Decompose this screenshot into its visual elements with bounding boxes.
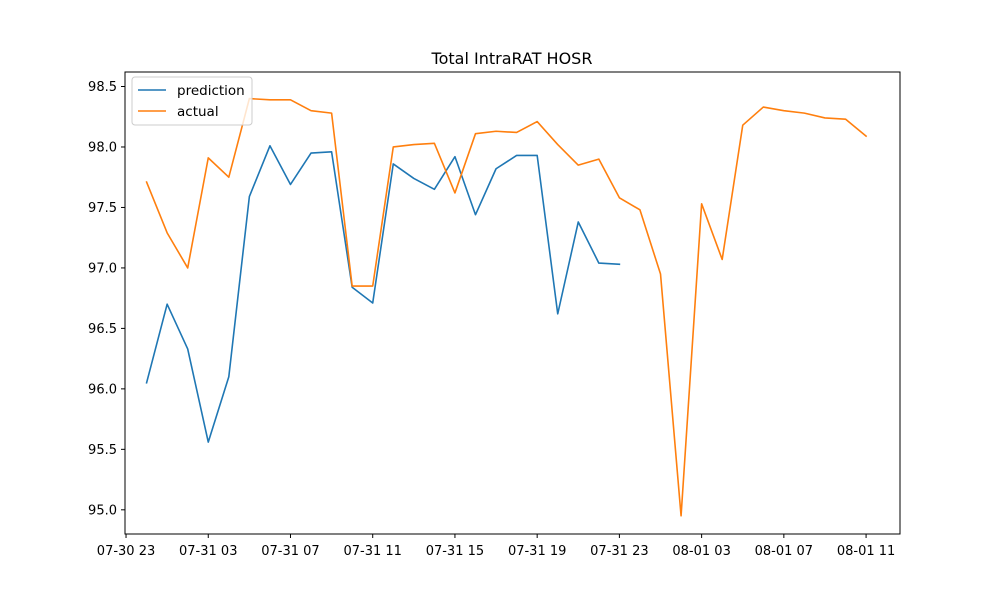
- y-tick-label: 95.0: [88, 503, 117, 518]
- legend-box: [131, 76, 253, 126]
- series-line-prediction: [145, 144, 621, 443]
- y-tick-label: 95.5: [88, 443, 117, 458]
- y-tick-label: 96.0: [88, 382, 117, 397]
- x-tick-label: 07-31 23: [590, 544, 648, 559]
- y-tick-label: 96.5: [88, 322, 117, 337]
- x-tick-label: 07-31 15: [426, 544, 484, 559]
- x-tick-label: 07-30 23: [97, 544, 155, 559]
- y-tick-label: 98.0: [88, 140, 117, 155]
- x-tick-label: 07-31 07: [261, 544, 319, 559]
- x-tick-label: 07-31 03: [179, 544, 237, 559]
- y-tick-label: 97.5: [88, 201, 117, 216]
- x-tick-label: 08-01 07: [755, 544, 813, 559]
- x-tick-label: 08-01 11: [837, 544, 895, 559]
- x-tick-label: 07-31 19: [508, 544, 566, 559]
- y-tick-label: 98.5: [88, 80, 117, 95]
- legend-label-prediction: prediction: [177, 83, 245, 99]
- x-tick-label: 07-31 11: [343, 544, 401, 559]
- legend: prediction actual: [131, 76, 253, 126]
- series-line-actual: [145, 97, 868, 517]
- y-tick-label: 97.0: [88, 261, 117, 276]
- plot-frame: [124, 71, 901, 535]
- x-tick-label: 08-01 03: [672, 544, 730, 559]
- chart-title: Total IntraRAT HOSR: [431, 49, 593, 68]
- legend-label-actual: actual: [177, 104, 219, 120]
